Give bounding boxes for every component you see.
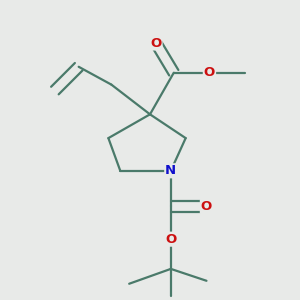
Text: O: O: [150, 37, 162, 50]
Text: O: O: [165, 233, 176, 246]
Text: N: N: [165, 164, 176, 177]
Text: O: O: [201, 200, 212, 213]
Text: O: O: [204, 66, 215, 79]
